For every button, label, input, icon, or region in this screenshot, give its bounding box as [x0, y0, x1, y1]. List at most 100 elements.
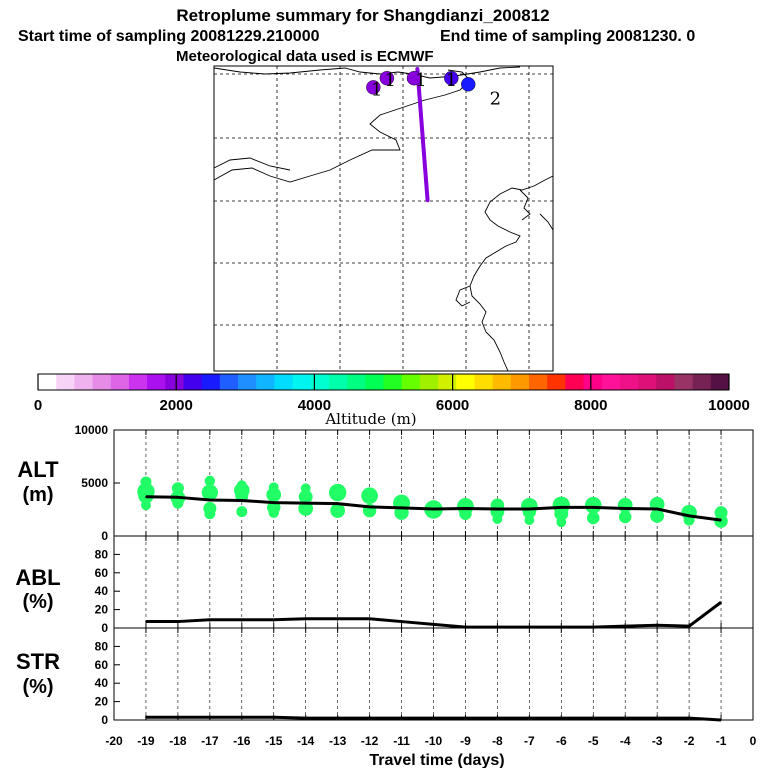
- alt-cluster-dot: [140, 476, 152, 488]
- alt-cluster-dot: [584, 496, 602, 514]
- colorbar-swatch: [74, 374, 94, 390]
- x-tick-label: -10: [425, 734, 443, 748]
- map-frame: [213, 65, 554, 372]
- alt-data-point: [145, 495, 147, 498]
- alt-cluster-dot: [459, 507, 472, 521]
- alt-data-point: [368, 506, 371, 508]
- colorbar-swatch: [438, 374, 457, 390]
- colorbar-swatch: [165, 374, 184, 390]
- alt-cluster-dot: [298, 489, 313, 504]
- str-panel-label: STR: [16, 649, 60, 674]
- x-tick-label: -2: [684, 734, 695, 748]
- alt-cluster-dot: [556, 517, 567, 528]
- colorbar-swatch: [528, 374, 548, 390]
- colorbar-swatch: [274, 374, 294, 390]
- met-data-label: Meteorological data used is ECMWF: [176, 48, 434, 65]
- alt-cluster-dot: [586, 511, 600, 525]
- start-time-label: Start time of sampling 20081229.210000: [18, 28, 320, 45]
- map-cluster-marker: [366, 80, 381, 95]
- abl-data-point: [368, 618, 371, 620]
- alt-data-point: [432, 508, 435, 510]
- colorbar-swatch: [638, 374, 657, 390]
- abl-panel-label: ABL: [15, 565, 60, 590]
- alt-cluster-dot: [268, 482, 279, 493]
- plume-track: [415, 67, 430, 203]
- altitude-colorbar: [37, 373, 730, 391]
- map-graticule: [214, 66, 553, 371]
- colorbar-swatch: [147, 374, 166, 390]
- x-tick-label: -20: [105, 734, 123, 748]
- colorbar-swatch: [310, 374, 330, 390]
- colorbar-swatch: [619, 374, 639, 390]
- map-cluster-label: 2: [490, 89, 501, 110]
- x-tick-label: -13: [329, 734, 347, 748]
- str-panel-unit: (%): [22, 676, 53, 698]
- figure-title: Retroplume summary for Shangdianzi_20081…: [176, 6, 549, 25]
- alt-y-tick-label: 10000: [75, 423, 109, 437]
- abl-data-point: [145, 620, 147, 623]
- colorbar-swatch: [347, 374, 366, 390]
- colorbar-swatch: [565, 374, 585, 390]
- alt-cluster-dot: [141, 500, 151, 511]
- colorbar-tick-label: 4000: [298, 397, 331, 414]
- alt-cluster-dot: [554, 506, 569, 521]
- alt-panel-label: ALT: [17, 457, 59, 482]
- end-time-label: End time of sampling 20081230. 0: [440, 28, 695, 45]
- abl-data-point: [720, 601, 722, 604]
- x-tick-label: 0: [750, 734, 757, 748]
- x-axis-tick-labels: -20 -19 -18 -17 -16 -15 -14 -13 -12 -11 -10 -9 -8 -7-…: [105, 734, 756, 748]
- map-cluster-marker: [444, 70, 459, 86]
- colorbar-swatch: [92, 374, 112, 390]
- alt-data-point: [656, 508, 658, 510]
- alt-data-point: [688, 515, 690, 517]
- alt-data-point: [592, 506, 595, 509]
- map-cluster-markers: [366, 70, 476, 95]
- alt-data-point: [400, 507, 403, 509]
- abl-panel: 0 20 40 60 80: [95, 535, 754, 635]
- alt-cluster-dot: [492, 514, 503, 524]
- colorbar-tick-label: 8000: [574, 397, 607, 414]
- abl-data-point: [241, 618, 243, 621]
- str-y-tick-label: 60: [95, 658, 109, 672]
- x-tick-label: -7: [524, 734, 535, 748]
- alt-cluster-dot: [714, 514, 728, 528]
- alt-data-point: [177, 496, 179, 499]
- x-tick-label: -5: [588, 734, 599, 748]
- colorbar-swatch: [492, 374, 512, 390]
- alt-cluster-dot: [201, 484, 219, 501]
- colorbar-swatch: [601, 374, 621, 390]
- x-tick-label: -9: [460, 734, 471, 748]
- alt-data-point: [336, 502, 339, 505]
- colorbar-tick-label: 6000: [436, 397, 469, 414]
- map-cluster-label: 1: [371, 79, 382, 100]
- colorbar-swatch: [183, 374, 203, 390]
- abl-data-point: [400, 620, 403, 623]
- abl-y-tick-label: 60: [95, 566, 109, 580]
- x-tick-label: -19: [137, 734, 155, 748]
- colorbar-swatch: [238, 374, 257, 390]
- alt-panel-unit: (m): [22, 484, 53, 506]
- alt-cluster-dot: [298, 501, 314, 516]
- colorbar-tick-label: 0: [34, 397, 42, 414]
- abl-data-point: [304, 618, 307, 620]
- colorbar-swatch: [383, 374, 403, 390]
- alt-cluster-dot: [266, 487, 282, 503]
- colorbar-swatch: [56, 374, 75, 390]
- colorbar-swatch: [692, 374, 712, 390]
- alt-data-point: [624, 507, 626, 510]
- x-axis-label: Travel time (days): [369, 752, 504, 768]
- alt-data-point: [496, 508, 499, 510]
- map-cluster-marker: [379, 70, 395, 86]
- x-tick-label: -17: [201, 734, 219, 748]
- colorbar-tick-label: 2000: [160, 397, 193, 414]
- colorbar-swatch: [510, 374, 530, 390]
- map-cluster-marker: [406, 70, 422, 86]
- abl-data-point: [177, 620, 179, 623]
- alt-data-point: [560, 506, 563, 509]
- colorbar-swatch: [328, 374, 348, 390]
- x-tick-label: -6: [556, 734, 567, 748]
- x-tick-label: -3: [652, 734, 663, 748]
- x-tick-label: -18: [169, 734, 187, 748]
- colorbar-swatch: [674, 374, 694, 390]
